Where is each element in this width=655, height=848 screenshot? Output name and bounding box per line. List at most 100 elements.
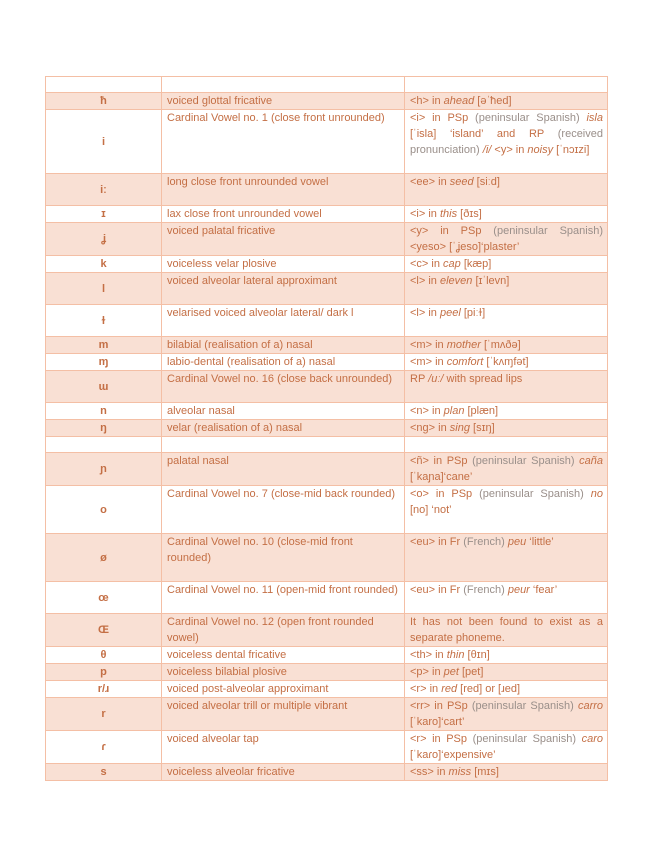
table-row: p voiceless bilabial plosive <p> in pet [p… [45, 663, 608, 681]
example-segment: <ee> in [410, 176, 450, 188]
phoneme-symbol: ɫ [45, 304, 162, 337]
phoneme-symbol: s [45, 763, 162, 781]
phoneme-description: labio-dental (realisation of a) nasal [161, 353, 405, 371]
phoneme-symbol: ɪ [45, 205, 162, 223]
example-segment: seed [449, 176, 474, 188]
phoneme-table: ħ voiced glottal fricative <h> in ahead [ə… [45, 76, 608, 781]
example-segment: (peninsular Spanish) [471, 700, 574, 712]
phoneme-example: RP /uː/ with spread lips [404, 370, 608, 403]
phoneme-symbol: n [45, 402, 162, 420]
phoneme-symbol: ŋ [45, 419, 162, 437]
phoneme-description: voiced post-alveolar approximant [161, 680, 405, 698]
example-segment: It has not been found to exist as a sepa… [410, 616, 603, 644]
table-row: ħ voiced glottal fricative <h> in ahead [ə… [45, 92, 608, 110]
phoneme-description: Cardinal Vowel no. 11 (open-mid front ro… [161, 581, 405, 614]
example-segment: (peninsular Spanish) [475, 112, 580, 124]
example-segment: <th> in [410, 649, 447, 661]
example-segment: plan [443, 405, 465, 417]
example-segment: <y> in [491, 144, 528, 156]
phoneme-symbol: p [45, 663, 162, 681]
example-segment: <yeso> [ˈʝeso]‘plaster’ [410, 241, 520, 253]
header-example [404, 76, 608, 93]
phoneme-symbol: ʝ [45, 222, 162, 256]
example-segment: [əˈħed] [474, 95, 512, 107]
example-segment: [ðɪs] [457, 208, 482, 220]
phoneme-example: It has not been found to exist as a sepa… [404, 613, 608, 647]
table-row: r voiced alveolar trill or multiple vibra… [45, 697, 608, 731]
phoneme-description: palatal nasal [161, 452, 405, 486]
phoneme-symbol: ɾ [45, 730, 162, 764]
example-segment: <r> in [410, 683, 442, 695]
example-segment: peu [507, 536, 527, 548]
phoneme-description: Cardinal Vowel no. 10 (close-mid front r… [161, 533, 405, 582]
phoneme-example: <p> in pet [pet] [404, 663, 608, 681]
phoneme-example: <n> in plan [plæn] [404, 402, 608, 420]
table-row: ɯ Cardinal Vowel no. 16 (close back unrou… [45, 370, 608, 403]
phoneme-example: <ss> in miss [mɪs] [404, 763, 608, 781]
phoneme-example: <r> in PSp (peninsular Spanish) caro [ˈk… [404, 730, 608, 764]
example-segment: <c> in [410, 258, 444, 270]
phoneme-description: Cardinal Vowel no. 7 (close-mid back rou… [161, 485, 405, 534]
phoneme-example: <i> in PSp (peninsular Spanish) isla [ˈi… [404, 109, 608, 174]
example-segment: [ˈkaɾo]‘expensive’ [410, 749, 496, 761]
phoneme-description: velarised voiced alveolar lateral/ dark … [161, 304, 405, 337]
example-segment: ‘fear’ [529, 584, 558, 596]
example-segment: caro [581, 733, 603, 745]
phoneme-symbol: ħ [45, 92, 162, 110]
example-segment: [ˈnɔɪzi] [553, 144, 590, 156]
example-segment: <eu> in Fr [410, 584, 464, 596]
table-row: m bilabial (realisation of a) nasal <m> in… [45, 336, 608, 354]
phoneme-description: voiceless dental fricative [161, 646, 405, 664]
example-segment: <o> in PSp [410, 488, 480, 500]
table-row: θ voiceless dental fricative <th> in thin … [45, 646, 608, 664]
example-segment: <rr> in PSp [410, 700, 472, 712]
table-row: ɪ lax close front unrounded vowel <i> in t… [45, 205, 608, 223]
phoneme-symbol: r/ɹ [45, 680, 162, 698]
phoneme-description: long close front unrounded vowel [161, 173, 405, 206]
example-segment: miss [448, 766, 472, 778]
example-segment: isla [586, 112, 603, 124]
example-segment: <ng> in [410, 422, 450, 434]
phoneme-description: voiced glottal fricative [161, 92, 405, 110]
example-segment: <l> in [410, 275, 440, 287]
phoneme-description: voiceless alveolar fricative [161, 763, 405, 781]
phoneme-symbol: o [45, 485, 162, 534]
example-segment: caña [579, 455, 603, 467]
example-segment: [no] ‘not’ [410, 504, 452, 516]
table-row: Œ Cardinal Vowel no. 12 (open front round… [45, 613, 608, 647]
example-segment: [mɪs] [471, 766, 499, 778]
phoneme-example: <eu> in Fr (French) peu ‘little’ [404, 533, 608, 582]
example-segment: <m> in [410, 339, 447, 351]
example-segment: [ɪˈlevn] [472, 275, 510, 287]
phoneme-symbol: k [45, 255, 162, 273]
table-row: ɾ voiced alveolar tap <r> in PSp (peninsul… [45, 730, 608, 764]
phoneme-symbol: iː [45, 173, 162, 206]
phoneme-symbol: Œ [45, 613, 162, 647]
phoneme-symbol: œ [45, 581, 162, 614]
phoneme-description: voiced alveolar lateral approximant [161, 272, 405, 305]
example-segment: thin [446, 649, 465, 661]
phoneme-symbol: ɲ [45, 452, 162, 486]
phoneme-example [404, 436, 608, 453]
header-symbol [45, 76, 162, 93]
table-row: o Cardinal Vowel no. 7 (close-mid back ro… [45, 485, 608, 534]
example-segment: ahead [443, 95, 475, 107]
example-segment: (peninsular Spanish) [472, 455, 575, 467]
example-segment: ‘little’ [526, 536, 554, 548]
example-segment: [θɪn] [464, 649, 490, 661]
example-segment: (peninsular Spanish) [472, 733, 577, 745]
example-segment: (peninsular Spanish) [493, 225, 603, 237]
example-segment: <y> in PSp [410, 225, 494, 237]
example-segment: <ñ> in PSp [410, 455, 473, 467]
phoneme-description: velar (realisation of a) nasal [161, 419, 405, 437]
phoneme-description: Cardinal Vowel no. 16 (close back unroun… [161, 370, 405, 403]
example-segment: <n> in [410, 405, 444, 417]
phoneme-example: <ñ> in PSp (peninsular Spanish) caña [ˈk… [404, 452, 608, 486]
example-segment: red [441, 683, 458, 695]
example-segment: peur [507, 584, 530, 596]
example-segment: [ˈkʌɱfət] [483, 356, 529, 368]
phoneme-description: alveolar nasal [161, 402, 405, 420]
phoneme-description: Cardinal Vowel no. 1 (close front unroun… [161, 109, 405, 174]
phoneme-symbol: ɱ [45, 353, 162, 371]
example-segment: [piːɫ] [460, 307, 486, 319]
